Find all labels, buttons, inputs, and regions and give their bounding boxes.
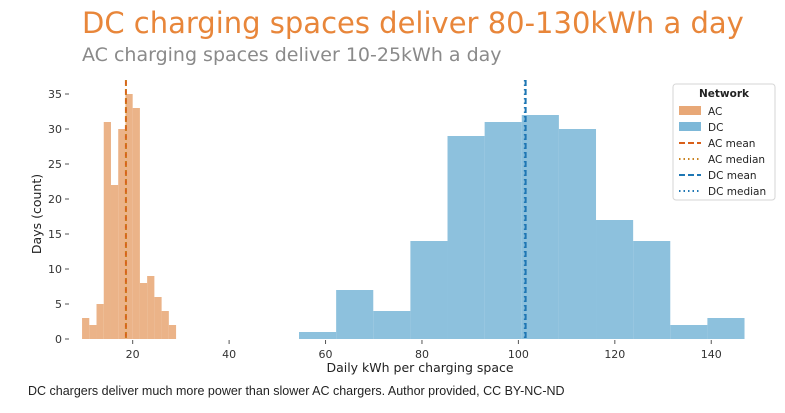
y-axis: 0 5 10 15 20 25 30 35 — [48, 88, 69, 346]
legend-label-ac-median: AC median — [708, 154, 765, 166]
bar-ac-10 — [154, 297, 162, 339]
bar-ac-8 — [139, 283, 148, 339]
legend-label-ac: AC — [708, 106, 722, 118]
bar-ac-11 — [161, 311, 169, 339]
bar-ac-0 — [82, 318, 90, 339]
x-tick-label: 100 — [508, 348, 529, 361]
legend-swatch-ac — [679, 106, 701, 115]
bar-ac-3 — [103, 122, 111, 339]
bar-ac-2 — [96, 304, 104, 339]
y-tick-label: 10 — [48, 263, 62, 276]
legend-swatch-dc — [679, 122, 701, 131]
x-axis: 20 40 60 80 100 120 140 — [126, 340, 722, 361]
bar-dc-4 — [447, 136, 485, 339]
figure-caption: DC chargers deliver much more power than… — [28, 384, 565, 398]
x-tick-label: 80 — [415, 348, 429, 361]
reference-lines-layer — [124, 80, 527, 339]
bar-ac-7 — [132, 108, 140, 339]
bar-ac-6 — [125, 94, 133, 339]
histogram-chart: 0 5 10 15 20 25 30 35 20 40 60 80 100 120 140 Daily k… — [29, 80, 776, 375]
x-tick-label: 140 — [701, 348, 722, 361]
x-axis-label: Daily kWh per charging space — [326, 360, 513, 375]
legend-label-dc-mean: DC mean — [708, 170, 757, 182]
chart-title: DC charging spaces deliver 80-130kWh a d… — [82, 6, 744, 40]
x-tick-label: 120 — [604, 348, 625, 361]
bar-dc-6 — [521, 115, 559, 339]
bar-ac-5 — [118, 129, 126, 339]
bar-dc-8 — [596, 220, 634, 339]
y-tick-label: 20 — [48, 193, 62, 206]
bar-dc-7 — [558, 129, 597, 339]
chart-subtitle: AC charging spaces deliver 10-25kWh a da… — [82, 44, 502, 66]
bar-ac-9 — [147, 276, 155, 339]
bar-ac-12 — [168, 325, 177, 339]
legend-title: Network — [699, 88, 750, 100]
y-tick-label: 25 — [48, 158, 62, 171]
bar-ac-4 — [110, 185, 119, 339]
y-tick-label: 0 — [55, 333, 62, 346]
legend-label-dc-median: DC median — [708, 186, 766, 198]
y-tick-label: 30 — [48, 123, 62, 136]
bars-layer — [82, 94, 745, 339]
bar-dc-2 — [373, 311, 411, 339]
bar-dc-11 — [707, 318, 745, 339]
y-tick-label: 15 — [48, 228, 62, 241]
y-tick-label: 5 — [55, 298, 62, 311]
bar-dc-0 — [299, 332, 337, 339]
x-tick-label: 60 — [319, 348, 333, 361]
y-tick-label: 35 — [48, 88, 62, 101]
x-tick-label: 40 — [222, 348, 236, 361]
bar-ac-1 — [89, 325, 97, 339]
legend-label-dc: DC — [708, 122, 723, 134]
bar-dc-5 — [484, 122, 522, 339]
y-axis-label: Days (count) — [29, 174, 44, 254]
x-tick-label: 20 — [126, 348, 140, 361]
legend: Network AC DC AC mean AC median DC mean DC med… — [672, 83, 776, 201]
bar-dc-9 — [633, 241, 671, 339]
bar-dc-1 — [336, 290, 374, 339]
bar-dc-3 — [410, 241, 448, 339]
bar-dc-10 — [670, 325, 708, 339]
legend-label-ac-mean: AC mean — [708, 138, 755, 150]
